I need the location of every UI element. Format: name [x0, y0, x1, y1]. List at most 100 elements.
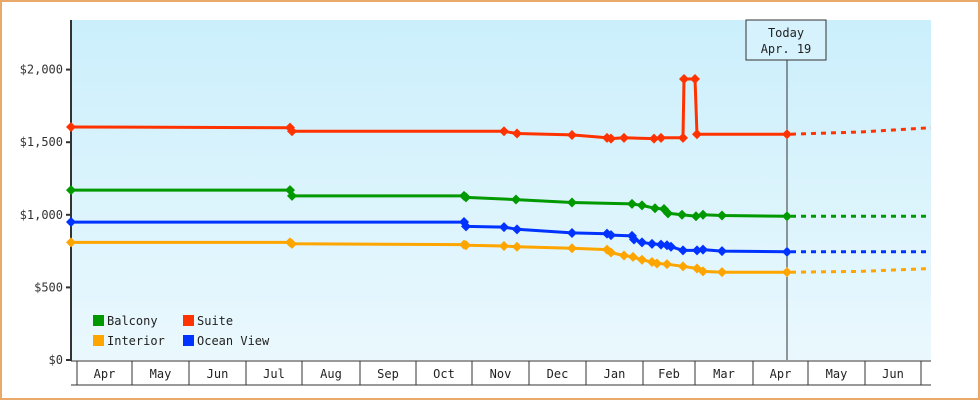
x-tick-label: Jun	[882, 367, 904, 381]
data-point[interactable]	[499, 126, 509, 137]
today-marker: Today Apr. 19	[745, 19, 827, 360]
data-point[interactable]	[461, 240, 471, 251]
x-tick-label: Apr	[94, 367, 116, 381]
legend-swatch	[183, 335, 194, 346]
legend-item-ocean-view[interactable]: Ocean View	[183, 334, 270, 348]
legend-swatch	[93, 335, 104, 346]
data-point[interactable]	[637, 237, 647, 248]
data-point[interactable]	[461, 221, 471, 232]
data-point[interactable]	[650, 203, 660, 214]
legend-label: Interior	[107, 334, 165, 348]
legend: Balcony Suite Interior Ocean View	[93, 314, 270, 348]
y-tick-label: $0	[49, 353, 63, 367]
series-ocean-view	[66, 217, 931, 257]
data-point[interactable]	[287, 126, 297, 137]
x-tick-label: Oct	[433, 367, 455, 381]
data-point[interactable]	[511, 194, 521, 205]
data-point[interactable]	[698, 244, 708, 255]
x-tick-label: Feb	[658, 367, 680, 381]
series-balcony	[66, 185, 931, 222]
data-point[interactable]	[512, 224, 522, 235]
data-point[interactable]	[567, 197, 577, 208]
x-tick-label: Sep	[377, 367, 399, 381]
x-tick-label: May	[150, 367, 172, 381]
data-point[interactable]	[287, 238, 297, 249]
legend-label: Balcony	[107, 314, 158, 328]
data-point[interactable]	[567, 227, 577, 238]
legend-swatch	[93, 315, 104, 326]
data-point[interactable]	[692, 129, 702, 140]
x-tick-label: Nov	[490, 367, 512, 381]
data-point[interactable]	[637, 200, 647, 211]
data-point[interactable]	[691, 211, 701, 222]
data-point[interactable]	[666, 241, 676, 252]
legend-item-suite[interactable]: Suite	[183, 314, 233, 328]
data-point[interactable]	[717, 267, 727, 278]
data-point[interactable]	[647, 238, 657, 249]
data-point[interactable]	[678, 261, 688, 272]
data-point[interactable]	[66, 237, 76, 248]
y-tick-label: $1,500	[20, 135, 63, 149]
svg-text:Apr. 19: Apr. 19	[761, 42, 812, 56]
data-point[interactable]	[66, 121, 76, 132]
data-point[interactable]	[782, 267, 792, 278]
x-tick-label: Jul	[263, 367, 285, 381]
x-tick-label: Apr	[770, 367, 792, 381]
data-point[interactable]	[606, 133, 616, 144]
data-point[interactable]	[782, 211, 792, 222]
data-point[interactable]	[782, 246, 792, 257]
x-tick-label: May	[826, 367, 848, 381]
data-point[interactable]	[717, 210, 727, 221]
x-tick-label: Dec	[547, 367, 569, 381]
data-point[interactable]	[619, 132, 629, 143]
y-tick-label: $2,000	[20, 63, 63, 77]
data-point[interactable]	[782, 129, 792, 140]
data-point[interactable]	[461, 192, 471, 203]
data-point[interactable]	[499, 222, 509, 233]
y-axis: $0 $500 $1,000 $1,500 $2,000	[20, 20, 72, 367]
data-point[interactable]	[649, 133, 659, 144]
data-point[interactable]	[678, 245, 688, 256]
x-axis: Apr May Jun Jul Aug Sep Oct Nov Dec Jan Feb Mar Apr M…	[71, 360, 931, 386]
data-point[interactable]	[717, 246, 727, 257]
data-point[interactable]	[512, 241, 522, 252]
data-point[interactable]	[692, 245, 702, 256]
data-point[interactable]	[656, 239, 666, 250]
data-point[interactable]	[606, 230, 616, 241]
data-point[interactable]	[567, 243, 577, 254]
x-tick-label: Jan	[604, 367, 626, 381]
y-tick-label: $500	[34, 280, 63, 294]
data-point[interactable]	[637, 254, 647, 265]
data-point[interactable]	[663, 208, 673, 219]
data-point[interactable]	[512, 128, 522, 139]
data-point[interactable]	[627, 198, 637, 209]
data-point[interactable]	[656, 132, 666, 143]
data-point[interactable]	[690, 74, 700, 85]
data-point[interactable]	[287, 190, 297, 201]
x-tick-label: Aug	[320, 367, 342, 381]
series-suite	[66, 74, 932, 144]
data-point[interactable]	[619, 250, 629, 261]
data-point[interactable]	[662, 259, 672, 270]
data-point[interactable]	[629, 234, 639, 245]
data-point[interactable]	[66, 217, 76, 228]
x-tick-label: Mar	[713, 367, 735, 381]
data-point[interactable]	[567, 129, 577, 140]
data-point[interactable]	[652, 258, 662, 269]
legend-swatch	[183, 315, 194, 326]
data-point[interactable]	[499, 241, 509, 252]
data-point[interactable]	[678, 132, 688, 143]
data-point[interactable]	[628, 251, 638, 262]
data-point[interactable]	[66, 185, 76, 196]
legend-label: Ocean View	[197, 334, 270, 348]
data-point[interactable]	[606, 247, 616, 258]
x-tick-label: Jun	[207, 367, 229, 381]
data-point[interactable]	[679, 74, 689, 85]
data-point[interactable]	[677, 209, 687, 220]
legend-label: Suite	[197, 314, 233, 328]
data-point[interactable]	[698, 209, 708, 220]
legend-item-balcony[interactable]: Balcony	[93, 314, 158, 328]
legend-item-interior[interactable]: Interior	[93, 334, 165, 348]
data-point[interactable]	[698, 266, 708, 277]
